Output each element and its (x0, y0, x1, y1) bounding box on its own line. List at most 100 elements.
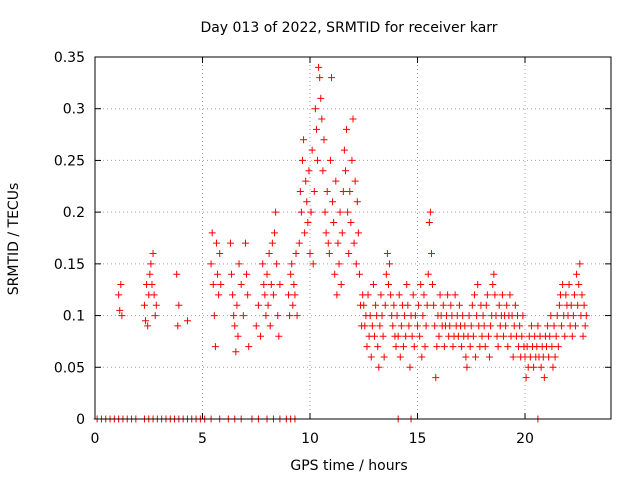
data-point (381, 301, 389, 309)
data-point (363, 343, 371, 351)
data-point (487, 322, 495, 330)
data-point (491, 291, 499, 299)
data-point (308, 146, 316, 154)
data-point (558, 322, 566, 330)
data-point (243, 270, 251, 278)
data-point (397, 322, 405, 330)
data-point (360, 301, 368, 309)
data-point (408, 332, 416, 340)
data-point (547, 312, 555, 320)
data-point (252, 322, 260, 330)
data-point (481, 343, 489, 351)
data-point (305, 167, 313, 175)
data-point (372, 301, 380, 309)
data-point (147, 260, 155, 268)
data-point (580, 301, 588, 309)
data-point (376, 322, 384, 330)
data-point (151, 312, 159, 320)
data-point (309, 260, 317, 268)
data-point (297, 208, 305, 216)
data-marks (93, 63, 590, 423)
data-point (427, 250, 435, 258)
data-point (351, 177, 359, 185)
data-point (502, 322, 510, 330)
data-point (509, 353, 517, 361)
data-point (406, 363, 414, 371)
data-point (343, 125, 351, 133)
plot-frame (94, 56, 612, 420)
data-point (537, 363, 545, 371)
data-point (423, 301, 431, 309)
data-point (291, 291, 299, 299)
data-point (579, 332, 587, 340)
data-point (466, 343, 474, 351)
data-point (271, 229, 279, 237)
data-point (262, 312, 270, 320)
data-point (574, 301, 582, 309)
data-point (389, 322, 397, 330)
data-point (341, 167, 349, 175)
data-point (175, 301, 183, 309)
data-point (405, 322, 413, 330)
data-point (374, 343, 382, 351)
data-point (152, 301, 160, 309)
data-point (301, 229, 309, 237)
data-point (459, 312, 467, 320)
data-point (229, 291, 237, 299)
data-point (254, 301, 262, 309)
data-point (387, 291, 395, 299)
data-point (346, 187, 354, 195)
data-point (548, 343, 556, 351)
data-point (433, 343, 441, 351)
data-point (461, 322, 469, 330)
data-point (384, 281, 392, 289)
data-point (378, 312, 386, 320)
data-point (117, 281, 125, 289)
data-point (144, 322, 152, 330)
data-point (544, 322, 552, 330)
y-tick-label: 0.35 (54, 50, 85, 66)
data-point (311, 105, 319, 113)
data-point (411, 312, 419, 320)
data-point (272, 208, 280, 216)
data-point (183, 317, 191, 325)
y-tick-label: 0.25 (54, 153, 85, 169)
data-point (430, 301, 438, 309)
data-point (504, 343, 512, 351)
data-point (498, 291, 506, 299)
data-point (379, 332, 387, 340)
data-point (276, 281, 284, 289)
data-point (350, 239, 358, 247)
data-point (348, 156, 356, 164)
data-point (290, 281, 298, 289)
data-point (331, 270, 339, 278)
data-point (235, 260, 243, 268)
data-point (286, 312, 294, 320)
x-tick-label: 15 (409, 431, 427, 447)
data-point (420, 291, 428, 299)
data-point (468, 301, 476, 309)
data-point (340, 146, 348, 154)
data-point (561, 332, 569, 340)
data-point (289, 301, 297, 309)
data-point (410, 343, 418, 351)
data-point (300, 136, 308, 144)
data-point (274, 312, 282, 320)
data-point (409, 291, 417, 299)
chart-title: Day 013 of 2022, SRMTID for receiver kar… (200, 20, 497, 36)
data-point (314, 156, 322, 164)
data-point (511, 301, 519, 309)
data-point (349, 115, 357, 123)
data-point (239, 312, 247, 320)
data-point (490, 270, 498, 278)
y-tick-label: 0.15 (54, 257, 85, 273)
data-point (393, 312, 401, 320)
data-point (211, 343, 219, 351)
data-point (304, 218, 312, 226)
data-point (394, 332, 402, 340)
data-point (555, 301, 563, 309)
x-tick-label: 0 (91, 431, 100, 447)
data-point (353, 198, 361, 206)
data-point (293, 312, 301, 320)
data-point (334, 239, 342, 247)
